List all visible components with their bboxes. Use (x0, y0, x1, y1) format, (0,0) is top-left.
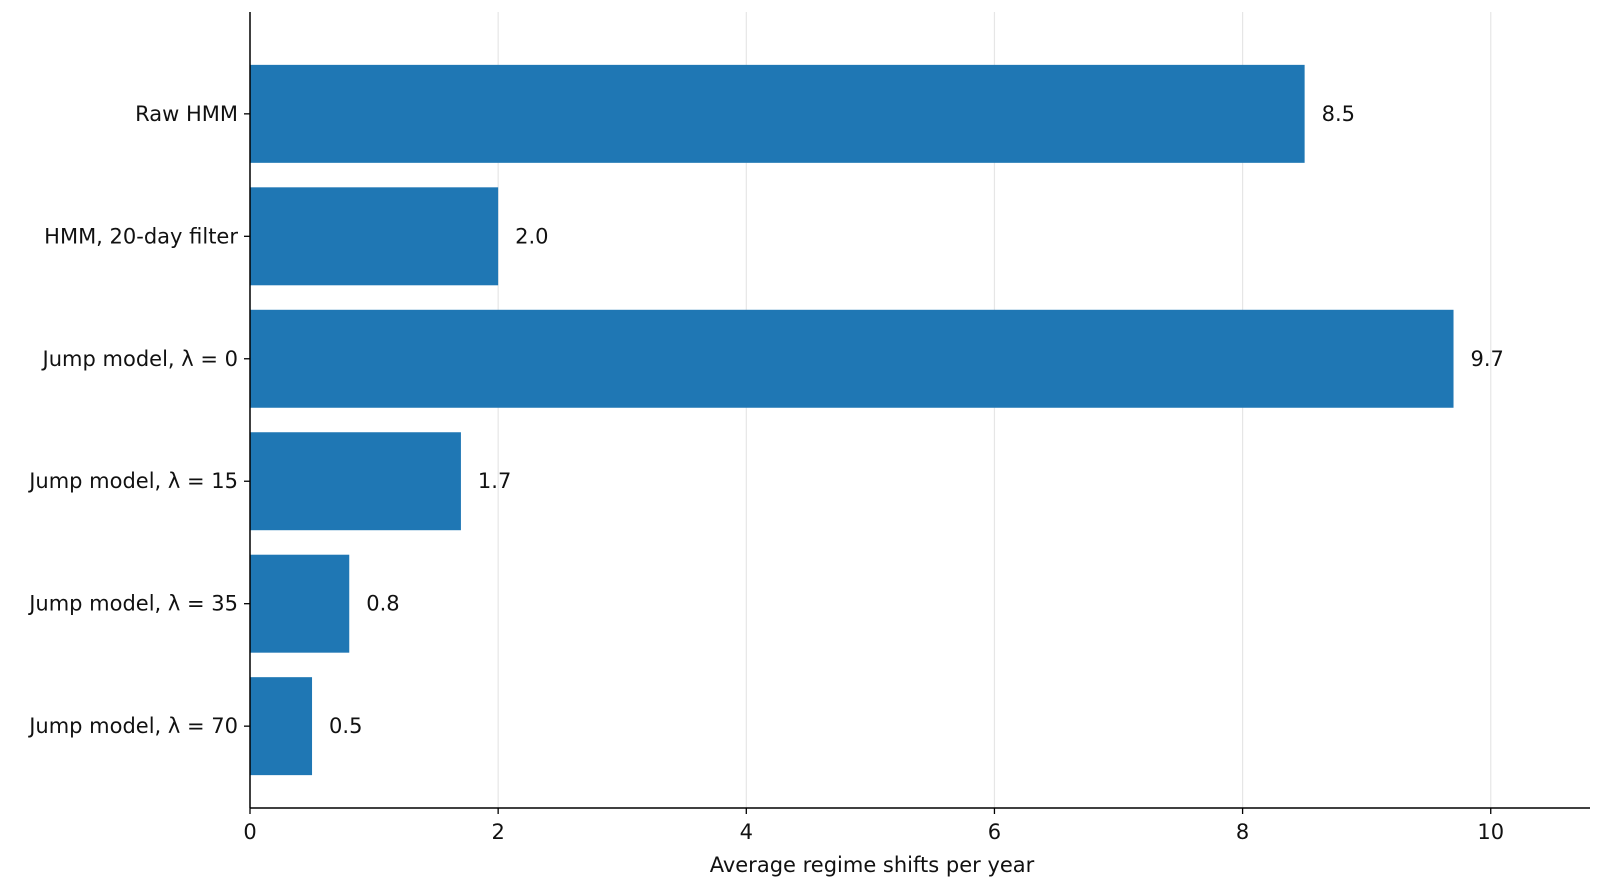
category-label-1: HMM, 20-day filter (44, 224, 238, 248)
value-label-3: 1.7 (478, 469, 511, 493)
x-tick-label-4: 8 (1236, 820, 1249, 844)
category-label-2: Jump model, λ = 0 (41, 347, 238, 371)
axes (249, 12, 1590, 809)
category-label-5: Jump model, λ = 70 (27, 714, 238, 738)
x-tick-label-2: 4 (740, 820, 753, 844)
x-ticks: 0 2 4 6 8 10 (243, 808, 1504, 844)
value-label-1: 2.0 (515, 224, 548, 248)
y-ticks: Raw HMM HMM, 20-day filter Jump model, λ =… (27, 102, 250, 738)
x-axis-label: Average regime shifts per year (710, 853, 1035, 877)
bar-4 (250, 554, 350, 653)
value-label-5: 0.5 (329, 714, 362, 738)
x-tick-label-1: 2 (491, 820, 504, 844)
bar-5 (250, 677, 313, 776)
category-label-0: Raw HMM (135, 102, 238, 126)
category-label-3: Jump model, λ = 15 (27, 469, 238, 493)
value-label-0: 8.5 (1322, 102, 1355, 126)
bar-3 (250, 432, 461, 531)
bars: 8.5 2.0 9.7 1.7 0.8 0.5 (250, 64, 1504, 776)
x-tick-label-3: 6 (988, 820, 1001, 844)
value-label-4: 0.8 (366, 592, 399, 616)
bar-1 (250, 187, 499, 286)
category-label-4: Jump model, λ = 35 (27, 592, 238, 616)
x-tick-label-5: 10 (1477, 820, 1504, 844)
x-tick-label-0: 0 (243, 820, 256, 844)
value-label-2: 9.7 (1471, 347, 1504, 371)
bar-2 (250, 309, 1454, 408)
bar-0 (250, 64, 1305, 163)
